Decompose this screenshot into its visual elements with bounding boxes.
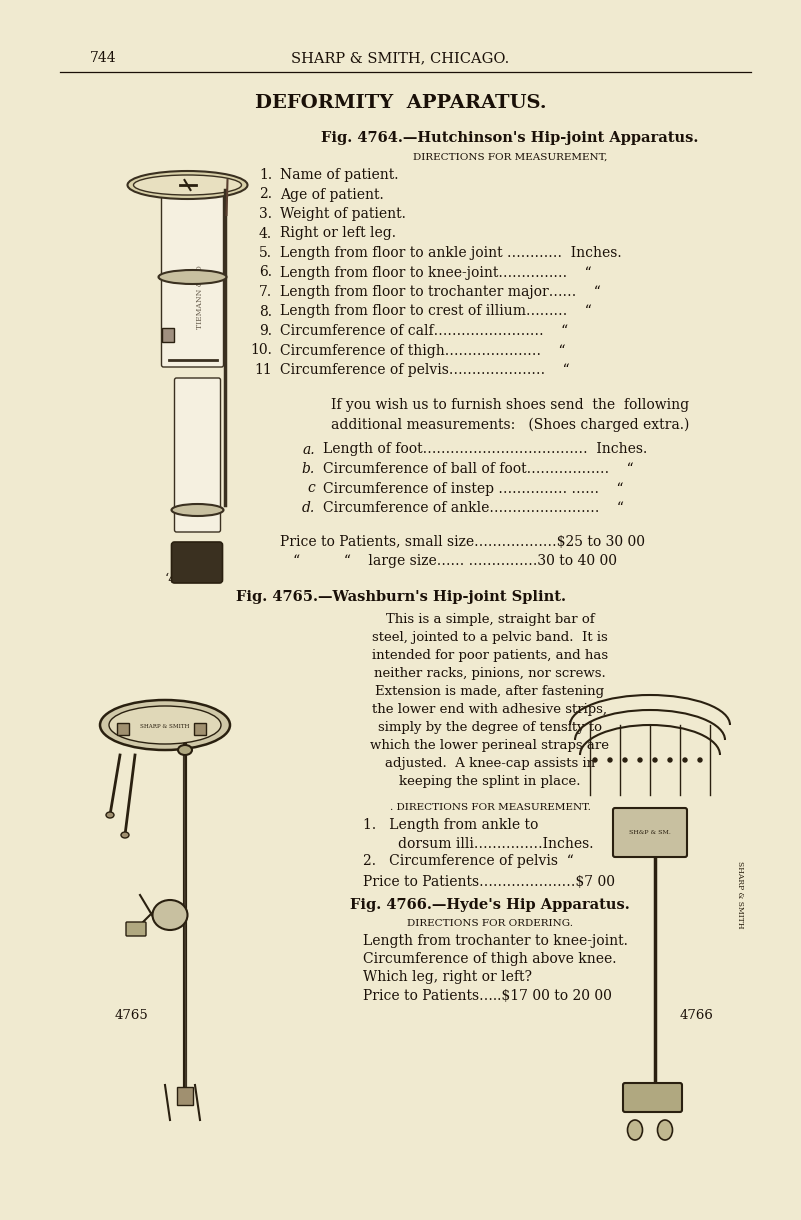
FancyBboxPatch shape <box>162 195 223 367</box>
Ellipse shape <box>127 171 248 199</box>
Text: Circumference of calf……………………    “: Circumference of calf…………………… “ <box>280 325 568 338</box>
FancyBboxPatch shape <box>171 542 223 583</box>
Text: Price to Patients…..$17 00 to 20 00: Price to Patients…..$17 00 to 20 00 <box>363 988 612 1003</box>
Ellipse shape <box>106 813 114 817</box>
Bar <box>162 328 174 342</box>
Text: Weight of patient.: Weight of patient. <box>280 207 406 221</box>
Text: Circumference of pelvis…………………    “: Circumference of pelvis………………… “ <box>280 364 570 377</box>
Text: c: c <box>308 482 315 495</box>
FancyBboxPatch shape <box>623 1083 682 1111</box>
Ellipse shape <box>159 270 227 284</box>
Text: 4766: 4766 <box>680 1009 714 1022</box>
Text: Length from floor to crest of illium………    “: Length from floor to crest of illium……… … <box>280 305 592 318</box>
Text: Length from floor to knee-joint……………    “: Length from floor to knee-joint…………… “ <box>280 266 592 279</box>
Text: This is a simple, straight bar of: This is a simple, straight bar of <box>386 612 594 626</box>
Circle shape <box>623 758 627 762</box>
Text: Age of patient.: Age of patient. <box>280 188 384 201</box>
Circle shape <box>653 758 657 762</box>
Text: b.: b. <box>302 462 315 476</box>
Text: steel, jointed to a pelvic band.  It is: steel, jointed to a pelvic band. It is <box>372 631 608 644</box>
Circle shape <box>683 758 687 762</box>
Text: Fig. 4765.—Washburn's Hip-joint Splint.: Fig. 4765.—Washburn's Hip-joint Splint. <box>235 590 566 604</box>
Circle shape <box>638 758 642 762</box>
Text: intended for poor patients, and has: intended for poor patients, and has <box>372 649 608 662</box>
Text: Right or left leg.: Right or left leg. <box>280 227 396 240</box>
Text: 744: 744 <box>90 51 117 65</box>
Text: dorsum illi……………Inches.: dorsum illi……………Inches. <box>363 837 594 850</box>
Text: Circumference of instep …………… ……    “: Circumference of instep …………… …… “ <box>323 482 623 495</box>
Text: SHARP & SMITH: SHARP & SMITH <box>140 725 190 730</box>
Text: d.: d. <box>302 501 315 515</box>
Text: DEFORMITY  APPARATUS.: DEFORMITY APPARATUS. <box>255 94 546 112</box>
Text: SHARP & SMITH: SHARP & SMITH <box>736 861 744 928</box>
Text: neither racks, pinions, nor screws.: neither racks, pinions, nor screws. <box>374 667 606 680</box>
Text: SHARP & SMITH, CHICAGO.: SHARP & SMITH, CHICAGO. <box>292 51 509 65</box>
Text: DIRECTIONS FOR MEASUREMENT,: DIRECTIONS FOR MEASUREMENT, <box>413 152 607 161</box>
Text: If you wish us to furnish shoes send  the  following: If you wish us to furnish shoes send the… <box>331 399 689 412</box>
Text: . DIRECTIONS FOR MEASUREMENT.: . DIRECTIONS FOR MEASUREMENT. <box>389 803 590 813</box>
Text: Circumference of thigh…………………    “: Circumference of thigh………………… “ <box>280 344 566 357</box>
Ellipse shape <box>152 900 187 930</box>
Bar <box>177 1087 193 1105</box>
Text: a.: a. <box>302 443 315 456</box>
Circle shape <box>608 758 612 762</box>
Text: Circumference of ankle……………………    “: Circumference of ankle…………………… “ <box>323 501 624 515</box>
Text: Fig. 4766.—Hyde's Hip Apparatus.: Fig. 4766.—Hyde's Hip Apparatus. <box>350 898 630 913</box>
Text: 4.: 4. <box>259 227 272 240</box>
Bar <box>117 723 129 734</box>
Text: ‘4764: ‘4764 <box>165 573 203 586</box>
Text: which the lower perineal straps are: which the lower perineal straps are <box>371 739 610 752</box>
FancyBboxPatch shape <box>175 378 220 532</box>
Text: simply by the degree of tensity to: simply by the degree of tensity to <box>378 721 602 734</box>
Text: Fig. 4764.—Hutchinson's Hip-joint Apparatus.: Fig. 4764.—Hutchinson's Hip-joint Appara… <box>321 131 698 145</box>
Text: Length from floor to trochanter major……    “: Length from floor to trochanter major…… … <box>280 285 601 299</box>
Text: 4765: 4765 <box>115 1009 149 1022</box>
Text: 3.: 3. <box>259 207 272 221</box>
Text: Name of patient.: Name of patient. <box>280 168 399 182</box>
FancyBboxPatch shape <box>126 922 146 936</box>
Text: 9.: 9. <box>259 325 272 338</box>
Text: DIRECTIONS FOR ORDERING.: DIRECTIONS FOR ORDERING. <box>407 919 573 928</box>
Text: Price to Patients…………………$7 00: Price to Patients…………………$7 00 <box>363 875 615 888</box>
Text: 7.: 7. <box>259 285 272 299</box>
Text: keeping the splint in place.: keeping the splint in place. <box>399 775 581 788</box>
Text: Length of foot………………………………  Inches.: Length of foot……………………………… Inches. <box>323 443 647 456</box>
Text: TIEMANN & CO: TIEMANN & CO <box>196 265 204 329</box>
Ellipse shape <box>134 174 241 195</box>
Text: 6.: 6. <box>259 266 272 279</box>
Ellipse shape <box>100 700 230 750</box>
Text: 11: 11 <box>254 364 272 377</box>
Circle shape <box>698 758 702 762</box>
Ellipse shape <box>109 706 221 744</box>
Ellipse shape <box>121 832 129 838</box>
Ellipse shape <box>627 1120 642 1139</box>
Ellipse shape <box>178 745 192 755</box>
Text: 1.   Length from ankle to: 1. Length from ankle to <box>363 819 538 832</box>
Circle shape <box>668 758 672 762</box>
Circle shape <box>593 758 597 762</box>
Text: SH&P & SM.: SH&P & SM. <box>629 831 671 836</box>
Ellipse shape <box>658 1120 673 1139</box>
Text: 8.: 8. <box>259 305 272 318</box>
Text: Which leg, right or left?: Which leg, right or left? <box>363 970 532 985</box>
Text: additional measurements:   (Shoes charged extra.): additional measurements: (Shoes charged … <box>331 417 689 432</box>
Text: 2.   Circumference of pelvis  “: 2. Circumference of pelvis “ <box>363 854 574 869</box>
Text: Price to Patients, small size………………$25 to 30 00: Price to Patients, small size………………$25 t… <box>280 534 645 549</box>
FancyBboxPatch shape <box>613 808 687 856</box>
Text: the lower end with adhesive strips,: the lower end with adhesive strips, <box>372 703 607 716</box>
Text: 5.: 5. <box>259 246 272 260</box>
Text: adjusted.  A knee-cap assists in: adjusted. A knee-cap assists in <box>385 756 595 770</box>
Text: “          “    large size…… ……………30 to 40 00: “ “ large size…… ……………30 to 40 00 <box>280 555 617 569</box>
Text: Extension is made, after fastening: Extension is made, after fastening <box>376 684 605 698</box>
Text: Length from floor to ankle joint …………  Inches.: Length from floor to ankle joint ………… In… <box>280 246 622 260</box>
Text: Circumference of ball of foot………………    “: Circumference of ball of foot……………… “ <box>323 462 634 476</box>
Text: Circumference of thigh above knee.: Circumference of thigh above knee. <box>363 953 617 966</box>
Text: 1.: 1. <box>259 168 272 182</box>
Ellipse shape <box>171 504 223 516</box>
Text: 10.: 10. <box>250 344 272 357</box>
Text: 2.: 2. <box>259 188 272 201</box>
Text: Length from trochanter to knee-joint.: Length from trochanter to knee-joint. <box>363 935 628 948</box>
Bar <box>194 723 206 734</box>
